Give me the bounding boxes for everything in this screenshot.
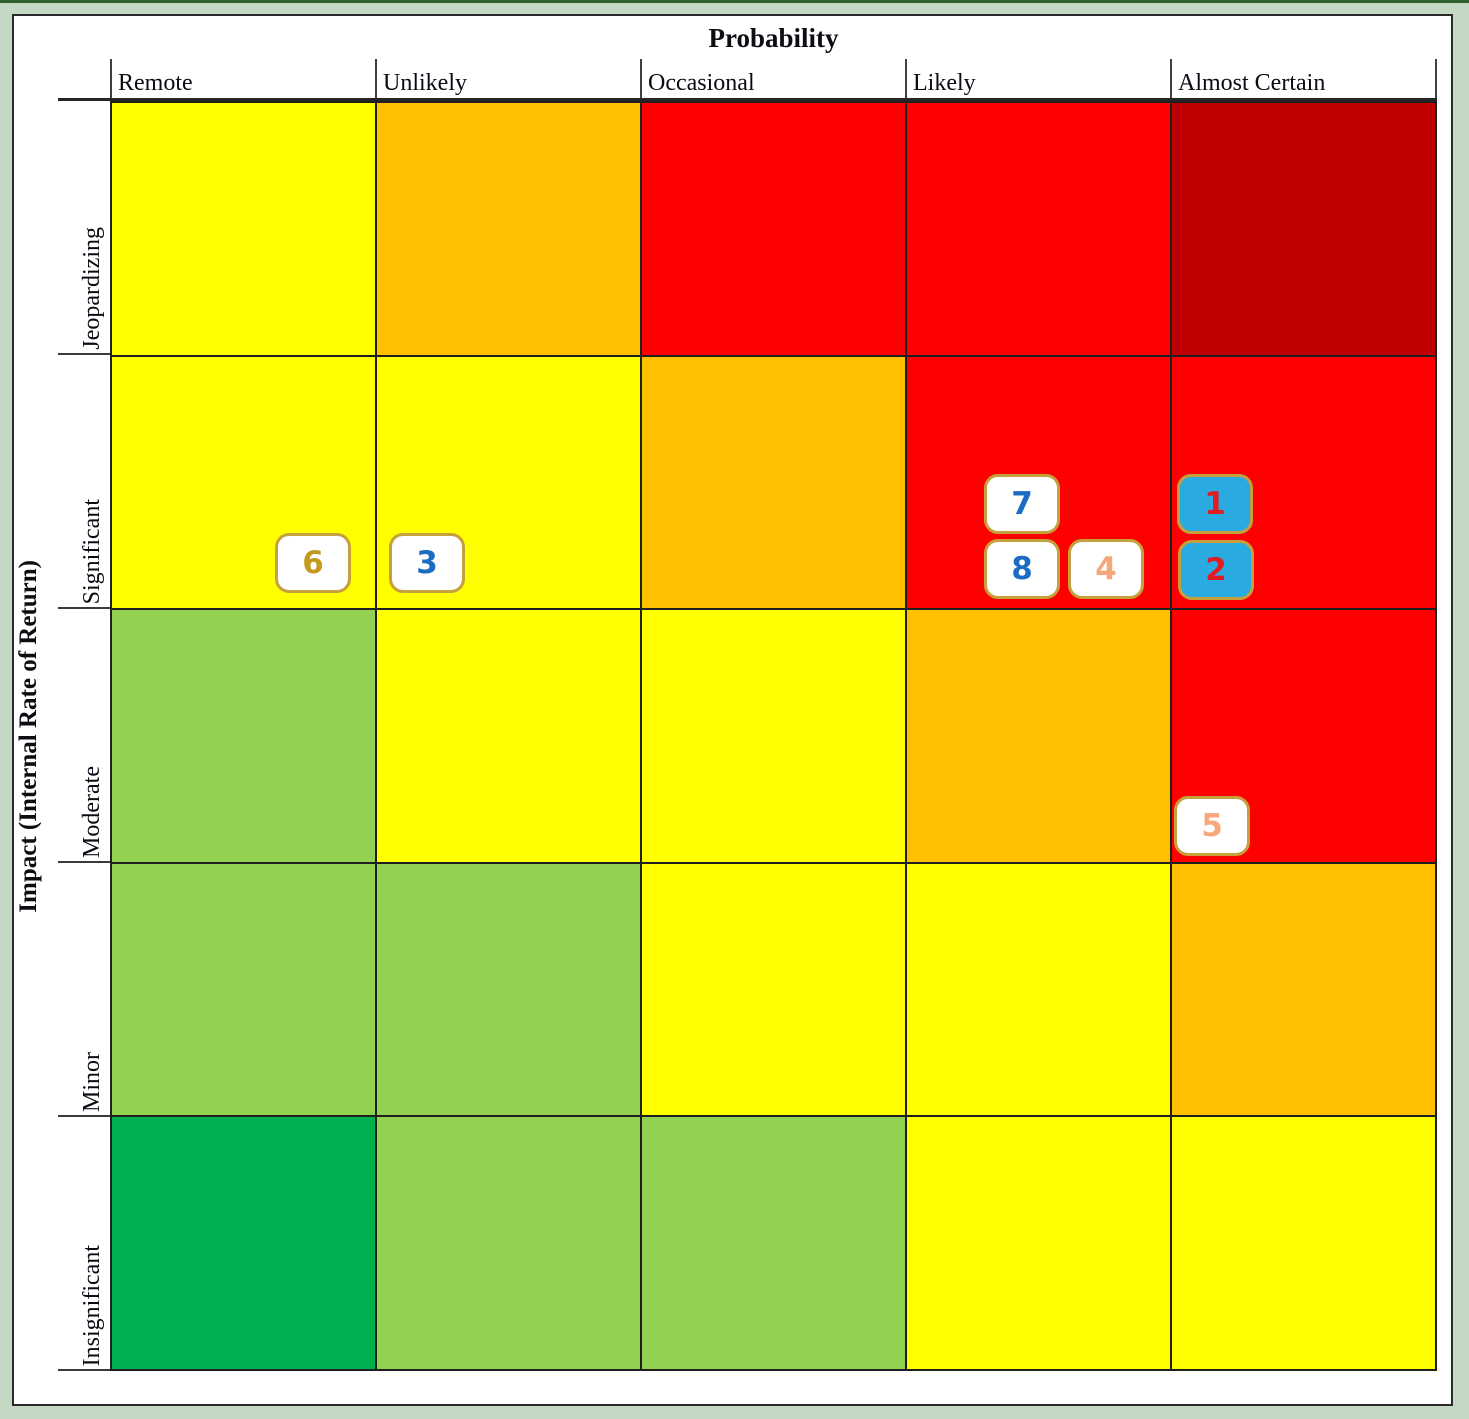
matrix-cell xyxy=(112,1117,375,1369)
matrix-cell xyxy=(1172,103,1435,355)
y-axis-tick xyxy=(58,1369,110,1371)
y-label-minor: Minor xyxy=(78,1052,105,1112)
x-label-remote: Remote xyxy=(110,59,375,99)
y-axis-labels: Jeopardizing Significant Moderate Minor … xyxy=(74,101,110,1371)
risk-marker-7[interactable]: 7 xyxy=(984,474,1060,534)
x-axis-title: Probability xyxy=(708,23,839,53)
risk-marker-2[interactable]: 2 xyxy=(1178,540,1254,600)
matrix-cell xyxy=(1172,1117,1435,1369)
y-axis-title: Impact (Internal Rate of Return) xyxy=(15,559,42,913)
matrix-cell xyxy=(377,103,640,355)
matrix-cell xyxy=(907,610,1170,862)
risk-matrix-grid xyxy=(110,101,1437,1371)
y-axis-tick xyxy=(58,353,110,355)
y-label-insignificant: Insignificant xyxy=(78,1244,105,1366)
x-label-unlikely: Unlikely xyxy=(375,59,640,99)
risk-marker-5[interactable]: 5 xyxy=(1174,796,1250,856)
x-label-occasional: Occasional xyxy=(640,59,905,99)
matrix-cell xyxy=(907,1117,1170,1369)
x-axis-line xyxy=(58,98,1437,101)
matrix-cell xyxy=(907,863,1170,1116)
x-label-likely: Likely xyxy=(905,59,1170,99)
matrix-cell xyxy=(377,1117,640,1369)
matrix-cell xyxy=(1172,863,1435,1116)
matrix-cell xyxy=(907,103,1170,355)
y-axis-tick xyxy=(58,861,110,863)
x-axis-labels: Remote Unlikely Occasional Likely Almost… xyxy=(110,59,1437,99)
matrix-cell xyxy=(642,610,905,862)
risk-marker-8[interactable]: 8 xyxy=(984,539,1060,599)
y-label-significant: Significant xyxy=(78,498,105,604)
risk-marker-6[interactable]: 6 xyxy=(275,533,351,593)
matrix-cell xyxy=(377,863,640,1116)
matrix-cell xyxy=(377,610,640,862)
matrix-cell xyxy=(112,610,375,862)
matrix-cell xyxy=(642,863,905,1116)
matrix-cell xyxy=(642,1117,905,1369)
y-axis-tick xyxy=(58,1115,110,1117)
matrix-cell xyxy=(112,863,375,1116)
risk-marker-1[interactable]: 1 xyxy=(1177,474,1253,534)
matrix-cell xyxy=(642,103,905,355)
risk-marker-3[interactable]: 3 xyxy=(389,533,465,593)
matrix-cell xyxy=(642,356,905,609)
risk-marker-4[interactable]: 4 xyxy=(1068,539,1144,599)
y-label-moderate: Moderate xyxy=(78,766,105,858)
y-label-jeopardizing: Jeopardizing xyxy=(78,227,105,350)
matrix-cell xyxy=(112,103,375,355)
y-axis-tick xyxy=(58,607,110,609)
x-label-almost-certain: Almost Certain xyxy=(1170,59,1435,99)
